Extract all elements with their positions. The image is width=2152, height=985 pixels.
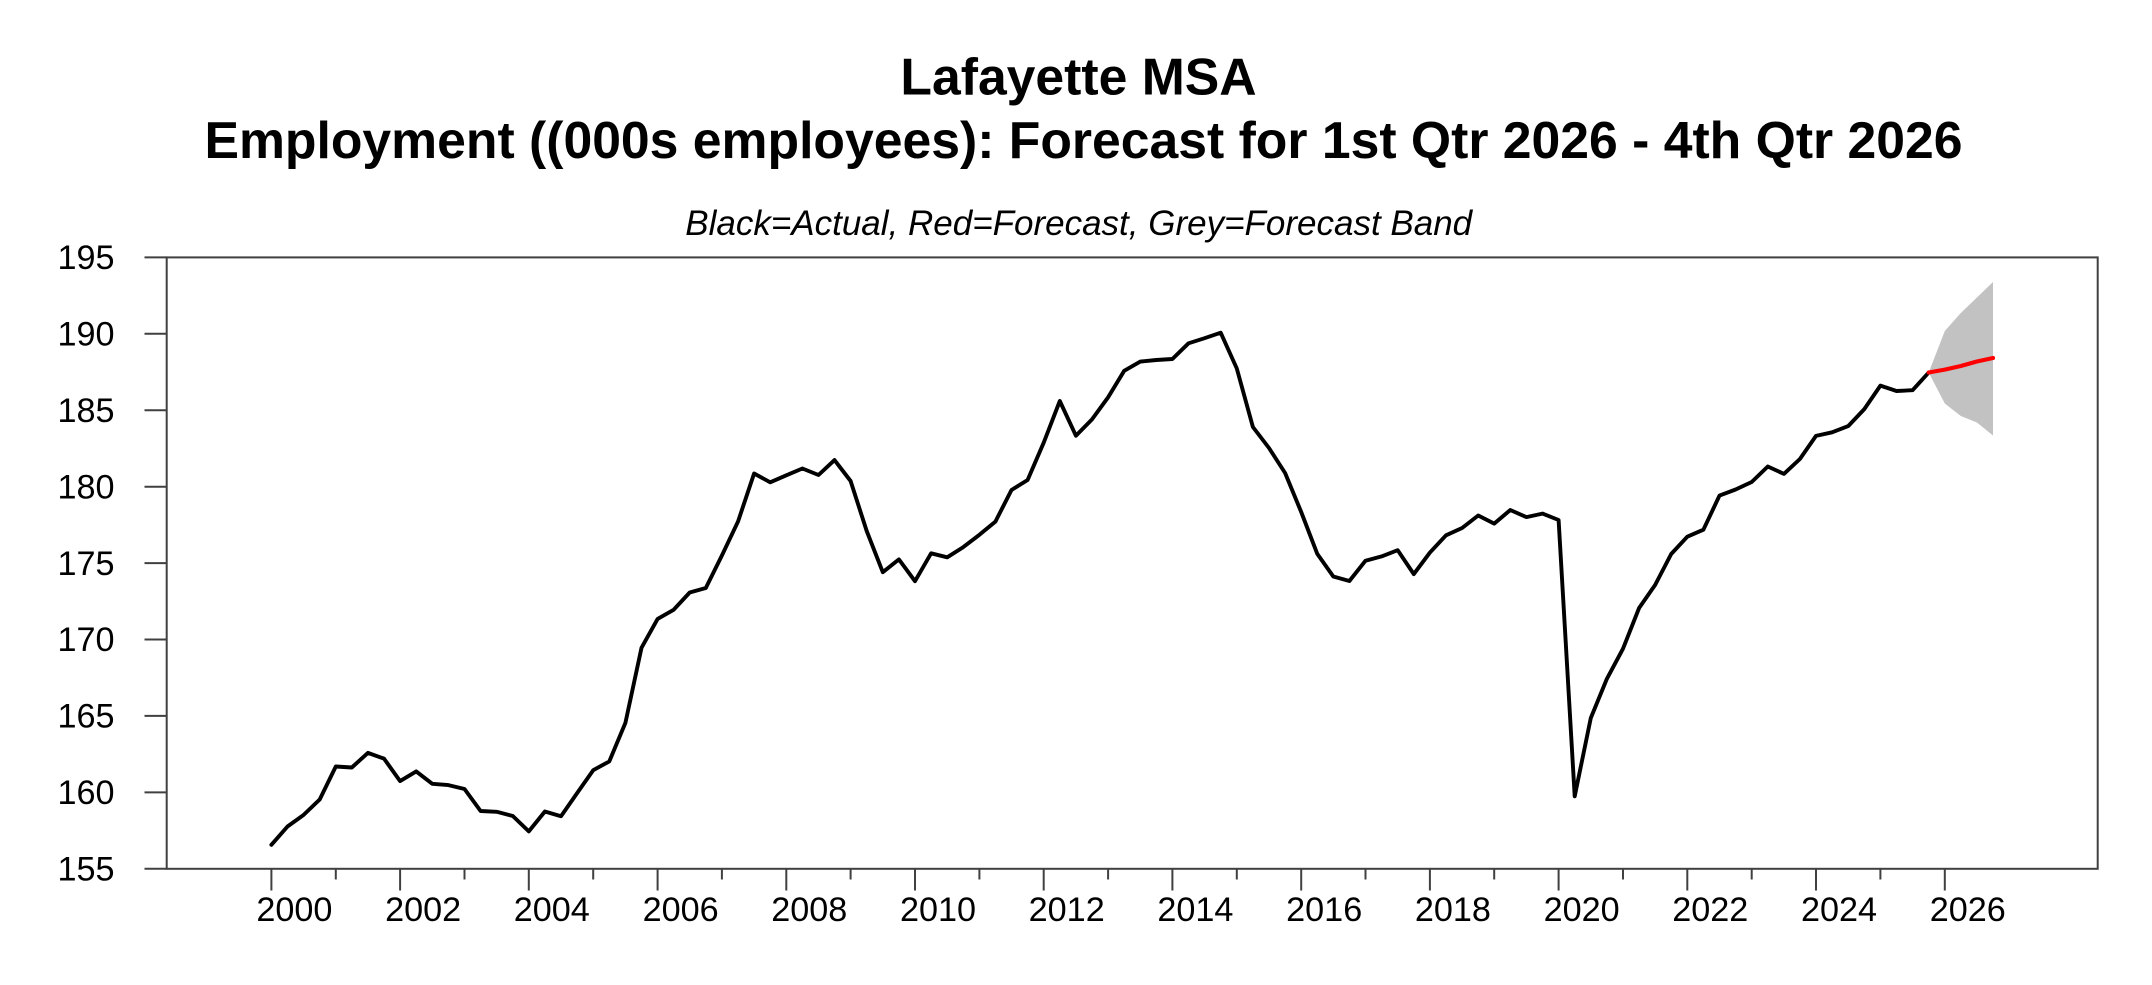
svg-text:Lafayette MSA: Lafayette MSA xyxy=(900,48,1256,106)
svg-text:2026: 2026 xyxy=(1930,891,2006,929)
svg-text:Black=Actual, Red=Forecast, Gr: Black=Actual, Red=Forecast, Grey=Forecas… xyxy=(685,204,1473,243)
svg-text:2016: 2016 xyxy=(1286,891,1362,929)
svg-text:2014: 2014 xyxy=(1157,891,1233,929)
svg-text:185: 185 xyxy=(57,392,114,430)
svg-text:2002: 2002 xyxy=(385,891,461,929)
svg-text:2008: 2008 xyxy=(771,891,847,929)
svg-text:190: 190 xyxy=(57,316,114,354)
svg-text:2006: 2006 xyxy=(643,891,719,929)
svg-text:160: 160 xyxy=(57,774,114,812)
svg-text:165: 165 xyxy=(57,698,114,736)
svg-text:195: 195 xyxy=(57,239,114,277)
svg-text:155: 155 xyxy=(57,851,114,889)
svg-text:2012: 2012 xyxy=(1029,891,1105,929)
svg-text:2022: 2022 xyxy=(1672,891,1748,929)
svg-text:2010: 2010 xyxy=(900,891,976,929)
svg-text:170: 170 xyxy=(57,621,114,659)
svg-text:2000: 2000 xyxy=(256,891,332,929)
svg-text:175: 175 xyxy=(57,545,114,583)
svg-text:Employment ((000s employees):: Employment ((000s employees): Forecast f… xyxy=(204,111,1962,169)
svg-text:2020: 2020 xyxy=(1544,891,1620,929)
svg-text:2024: 2024 xyxy=(1801,891,1877,929)
svg-text:2004: 2004 xyxy=(514,891,590,929)
svg-text:2018: 2018 xyxy=(1415,891,1491,929)
svg-text:180: 180 xyxy=(57,468,114,506)
